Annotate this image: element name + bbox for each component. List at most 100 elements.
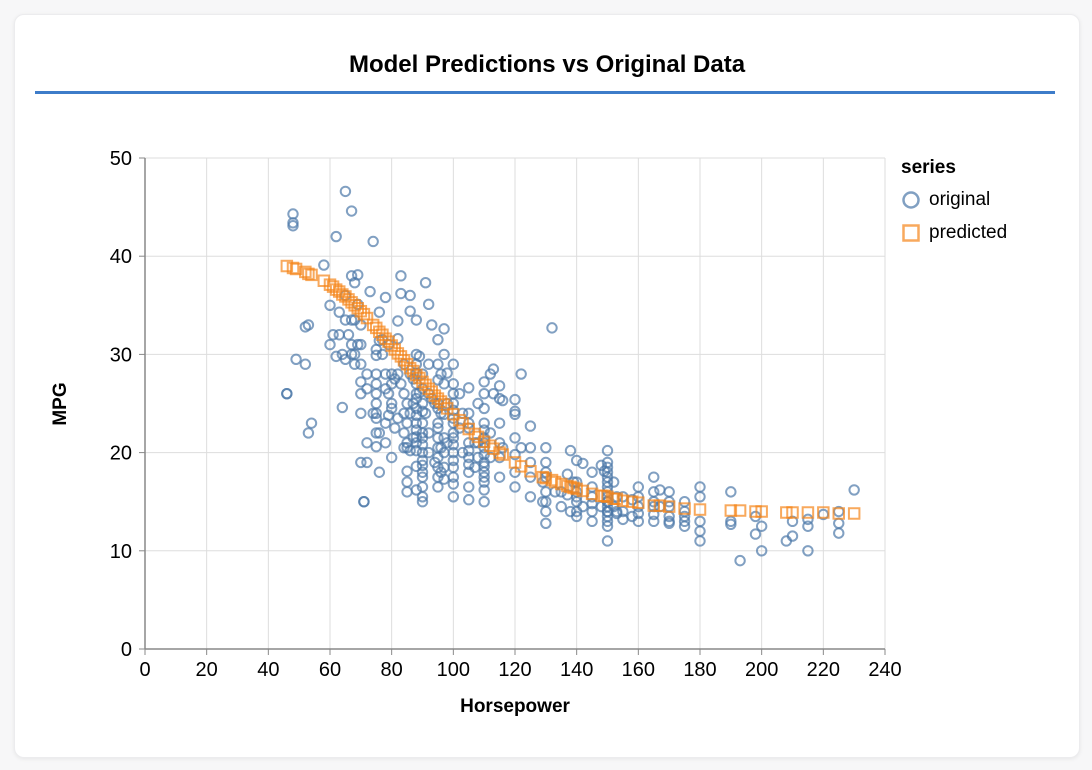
original-point (648, 515, 660, 528)
original-point (509, 448, 521, 461)
original-point (478, 484, 490, 496)
original-point (463, 494, 475, 506)
original-point (370, 387, 382, 400)
original-point (441, 367, 453, 379)
chart-card: Model Predictions vs Original Data 0 20 40… (14, 14, 1080, 758)
original-point (678, 520, 691, 532)
original-point (833, 527, 845, 539)
x-axis-title: Horsepower (460, 696, 570, 717)
original-point (361, 456, 373, 469)
original-point (416, 454, 429, 467)
original-point (447, 454, 460, 467)
original-point (509, 432, 521, 444)
original-point (361, 383, 373, 395)
original-point (379, 437, 392, 449)
original-point (447, 439, 460, 451)
original-point (392, 368, 404, 380)
original-point (570, 454, 583, 467)
original-point (678, 496, 691, 508)
original-point (342, 329, 355, 341)
original-point (345, 205, 358, 217)
original-point (410, 460, 423, 473)
original-point (299, 358, 312, 370)
original-point (355, 338, 367, 351)
predicted-point (755, 505, 768, 518)
original-point (487, 363, 500, 375)
predicted-square-icon (902, 224, 920, 242)
y-tick-label: 10 (110, 541, 132, 563)
original-point (524, 420, 537, 432)
original-point (632, 515, 645, 528)
original-point (419, 407, 432, 420)
predicted-point (496, 448, 509, 461)
predicted-point (616, 494, 630, 507)
original-point (601, 520, 614, 532)
original-point (324, 299, 336, 311)
original-point (370, 368, 382, 380)
x-tick-label: 20 (196, 659, 218, 681)
original-point (379, 368, 392, 380)
x-tick-label: 120 (498, 659, 531, 681)
original-point (509, 481, 521, 493)
original-point (478, 376, 490, 388)
original-point (802, 520, 814, 532)
legend-item-predicted[interactable]: predicted (901, 221, 1007, 245)
x-tick-label: 140 (560, 659, 593, 681)
original-point (438, 348, 450, 361)
original-point (336, 401, 349, 414)
original-point (422, 358, 435, 370)
original-point (478, 387, 490, 400)
original-point (416, 397, 429, 410)
original-point (601, 444, 614, 457)
original-point (447, 491, 460, 503)
original-point (355, 358, 367, 370)
original-point (802, 545, 814, 557)
original-point (327, 329, 339, 341)
original-point (601, 515, 614, 528)
chart-title: Model Predictions vs Original Data (348, 51, 746, 78)
original-point (422, 427, 435, 439)
original-point (478, 460, 490, 473)
legend-item-original[interactable]: original (901, 188, 1007, 212)
original-point (663, 517, 675, 530)
original-point (478, 476, 490, 488)
original-point (694, 491, 706, 503)
legend: series original predicted (901, 157, 1007, 254)
original-point (370, 441, 382, 453)
original-point (339, 185, 352, 198)
x-tick-label: 160 (622, 659, 655, 681)
original-point (385, 451, 398, 464)
original-point (364, 285, 376, 298)
original-point (725, 486, 737, 498)
original-point (379, 291, 392, 304)
original-point (416, 459, 429, 472)
original-point (848, 484, 860, 496)
title-rule (35, 91, 1055, 94)
x-tick-label: 220 (807, 659, 840, 681)
original-point (478, 496, 490, 508)
predicted-point (801, 506, 815, 519)
original-point (438, 323, 450, 335)
original-point (540, 505, 552, 518)
y-tick-label: 50 (110, 148, 132, 170)
original-point (524, 491, 537, 503)
predicted-point (524, 465, 537, 478)
original-point (447, 471, 460, 483)
original-point (382, 387, 395, 400)
original-point (595, 459, 608, 472)
original-point (401, 465, 413, 477)
original-point (333, 306, 345, 318)
original-point (416, 466, 429, 478)
original-point (395, 378, 407, 390)
original-point (540, 486, 552, 498)
original-point (648, 486, 660, 498)
original-point (432, 481, 444, 493)
original-point (370, 397, 382, 410)
original-point (404, 444, 416, 457)
x-tick-label: 200 (745, 659, 778, 681)
original-point (373, 427, 386, 439)
original-point (389, 422, 401, 434)
original-point (648, 471, 660, 483)
original-point (478, 471, 490, 483)
